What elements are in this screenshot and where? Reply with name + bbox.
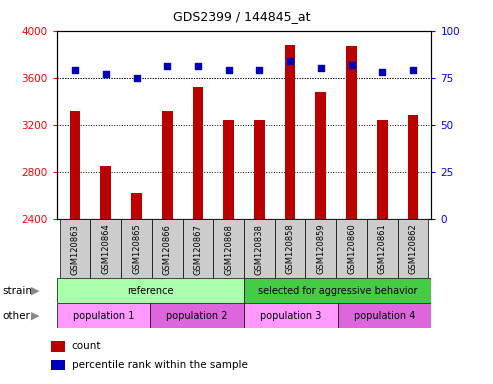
Text: ▶: ▶: [31, 286, 40, 296]
Text: percentile rank within the sample: percentile rank within the sample: [71, 360, 247, 370]
Bar: [121, 219, 152, 278]
Bar: [338, 303, 431, 328]
Bar: [367, 219, 397, 278]
Text: GDS2399 / 144845_at: GDS2399 / 144845_at: [173, 10, 310, 23]
Bar: [152, 219, 182, 278]
Bar: [150, 303, 244, 328]
Text: count: count: [71, 341, 101, 351]
Bar: [397, 219, 428, 278]
Text: GSM120866: GSM120866: [163, 223, 172, 275]
Bar: [408, 115, 419, 219]
Bar: [60, 219, 91, 278]
Bar: [57, 278, 244, 303]
Point: [194, 63, 202, 70]
Text: GSM120860: GSM120860: [347, 223, 356, 275]
Text: reference: reference: [127, 286, 174, 296]
Bar: [316, 92, 326, 219]
Bar: [131, 193, 142, 219]
Bar: [254, 120, 265, 219]
Bar: [244, 303, 338, 328]
Point: [102, 71, 110, 77]
Point: [255, 67, 263, 73]
Text: GSM120867: GSM120867: [193, 223, 203, 275]
Point: [317, 65, 325, 71]
Bar: [336, 219, 367, 278]
Text: GSM120864: GSM120864: [102, 223, 110, 275]
Bar: [51, 360, 65, 370]
Bar: [91, 219, 121, 278]
Bar: [275, 219, 306, 278]
Text: GSM120861: GSM120861: [378, 223, 387, 275]
Text: GSM120865: GSM120865: [132, 223, 141, 275]
Point: [348, 61, 355, 68]
Text: GSM120863: GSM120863: [70, 223, 80, 275]
Bar: [182, 219, 213, 278]
Text: selected for aggressive behavior: selected for aggressive behavior: [258, 286, 418, 296]
Text: population 3: population 3: [260, 311, 321, 321]
Bar: [70, 111, 80, 219]
Point: [163, 63, 171, 70]
Bar: [346, 46, 357, 219]
Bar: [162, 111, 173, 219]
Text: population 2: population 2: [167, 311, 228, 321]
Bar: [57, 303, 150, 328]
Text: GSM120868: GSM120868: [224, 223, 233, 275]
Bar: [193, 87, 203, 219]
Text: GSM120862: GSM120862: [408, 223, 418, 275]
Bar: [244, 278, 431, 303]
Text: ▶: ▶: [31, 311, 40, 321]
Text: GSM120838: GSM120838: [255, 223, 264, 275]
Point: [225, 67, 233, 73]
Text: strain: strain: [2, 286, 33, 296]
Bar: [101, 166, 111, 219]
Point: [71, 67, 79, 73]
Bar: [285, 45, 295, 219]
Point: [409, 67, 417, 73]
Bar: [377, 120, 387, 219]
Bar: [51, 341, 65, 352]
Text: population 1: population 1: [73, 311, 134, 321]
Bar: [244, 219, 275, 278]
Text: population 4: population 4: [354, 311, 415, 321]
Text: GSM120859: GSM120859: [317, 223, 325, 274]
Point: [133, 74, 141, 81]
Text: other: other: [2, 311, 31, 321]
Point: [286, 58, 294, 64]
Bar: [213, 219, 244, 278]
Bar: [223, 120, 234, 219]
Text: GSM120858: GSM120858: [285, 223, 295, 275]
Point: [378, 69, 386, 75]
Bar: [306, 219, 336, 278]
